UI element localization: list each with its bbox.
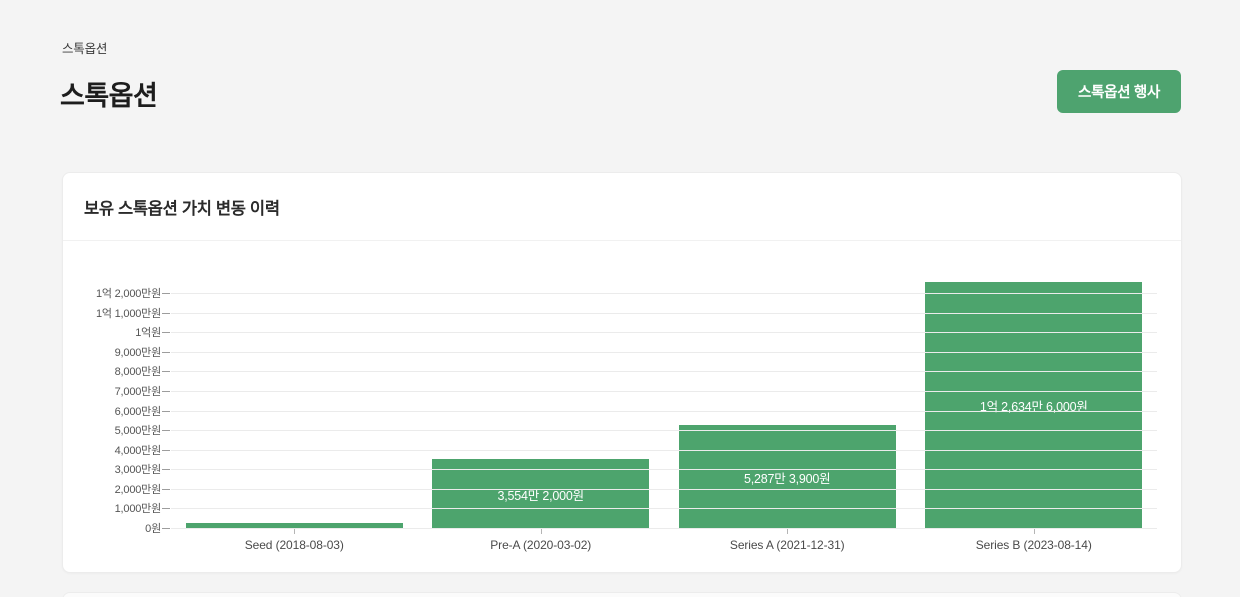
bars-row: 3,554만 2,000원 5,287만 3,900원 1억 2,634만 6,00… [171,276,1158,534]
gridline [171,410,1157,412]
y-tick-dash [162,293,170,295]
gridline [171,449,1157,451]
y-tick-dash [162,488,170,490]
bar-slot: 1억 2,634만 6,000원 [911,276,1158,534]
y-tick-label: 9,000만원 [114,346,162,359]
y-tick-dash [162,528,170,529]
y-tick-dash [162,508,170,510]
gridline [171,430,1157,432]
x-category-label: Series A (2021-12-31) [729,538,845,552]
x-category-label: Pre-A (2020-03-02) [490,538,592,552]
y-tick-label: 1,000만원 [114,503,162,516]
breadcrumb[interactable]: 스톡옵션 [62,42,108,56]
y-tick-dash [162,351,170,353]
gridline [171,312,1157,314]
bar-value-label: 5,287만 3,900원 [744,471,831,486]
exercise-stock-option-button[interactable]: 스톡옵션 행사 [1057,70,1181,113]
gridline [171,469,1157,471]
x-axis-labels: Seed (2018-08-03) Pre-A (2020-03-02) Serie… [171,538,1157,552]
y-tick-label: 7,000만원 [114,385,162,398]
bar-chart: 0원 1,000만원 2,000만원 3,000만원 4,000만원 5,000만원 6,0… [63,241,1181,572]
gridline [171,390,1157,392]
y-tick-label: 1억 2,000만원 [95,288,161,301]
y-tick-dash [162,371,170,373]
x-tick [540,529,542,534]
y-tick-label: 1억 1,000만원 [95,307,161,320]
x-tick [294,529,296,534]
y-axis-labels: 0원 1,000만원 2,000만원 3,000만원 4,000만원 5,000만원 6,0… [63,276,162,535]
y-tick-dash [162,449,170,451]
gridline [171,332,1157,334]
y-tick-label: 3,000만원 [114,464,162,477]
y-tick-label: 1억원 [135,327,161,340]
card-title: 보유 스톡옵션 가치 변동 이력 [84,199,280,218]
x-tick [1033,529,1035,534]
bar[interactable]: 3,554만 2,000원 [432,459,650,529]
gridline [171,488,1157,490]
bar-slot: 5,287만 3,900원 [664,276,911,534]
next-card-top-edge [62,592,1182,597]
x-category-label: Seed (2018-08-03) [244,538,344,552]
y-tick-label: 5,000만원 [114,425,162,438]
y-tick-dash [162,312,170,314]
stock-option-value-history-card: 보유 스톡옵션 가치 변동 이력 0원 1,000만원 2,000만원 3,000만원… [62,172,1182,573]
y-tick-dash [162,332,170,334]
bar[interactable]: 5,287만 3,900원 [678,425,896,529]
y-tick-dash [162,469,170,471]
y-tick-label: 8,000만원 [114,366,162,379]
y-axis-ticks [162,276,171,529]
gridline [171,371,1157,373]
plot-area: 3,554만 2,000원 5,287만 3,900원 1억 2,634만 6,00… [171,276,1158,534]
gridline [171,528,1157,529]
bar-slot: 3,554만 2,000원 [418,276,665,534]
card-header: 보유 스톡옵션 가치 변동 이력 [63,173,1181,241]
gridline [171,508,1157,510]
gridline [171,293,1157,295]
x-tick [787,529,789,534]
bar-value-label: 1억 2,634만 6,000원 [979,399,1088,414]
page-title: 스톡옵션 [60,81,158,111]
y-tick-label: 2,000만원 [114,483,162,496]
bar[interactable] [185,523,403,529]
bar-value-label: 3,554만 2,000원 [497,488,585,503]
y-tick-dash [162,410,170,412]
bar-slot [171,276,418,534]
y-tick-dash [162,390,170,392]
gridline [171,351,1157,353]
y-tick-label: 4,000만원 [114,444,162,457]
bar[interactable]: 1억 2,634만 6,000원 [925,281,1143,529]
x-category-label: Series B (2023-08-14) [975,538,1092,552]
y-tick-dash [162,430,170,432]
y-tick-label: 0원 [145,523,161,535]
y-tick-label: 6,000만원 [114,405,162,418]
